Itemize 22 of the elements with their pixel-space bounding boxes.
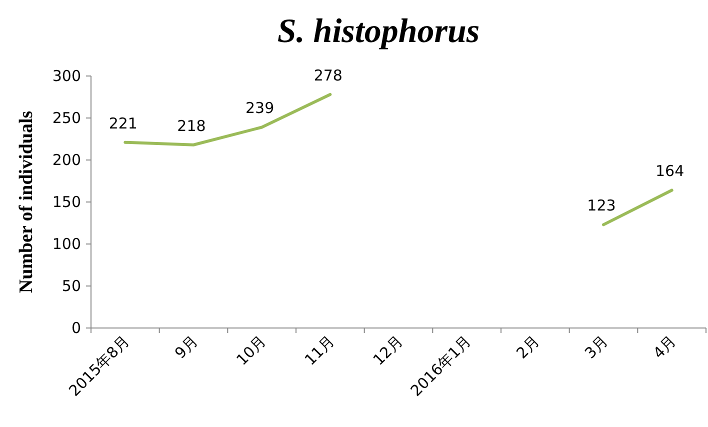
data-label: 218 (177, 116, 206, 135)
y-tick-label: 100 (52, 235, 81, 253)
y-tick-label: 150 (52, 193, 81, 211)
chart-title: S. histophorus (277, 13, 480, 50)
data-label: 164 (656, 162, 684, 180)
x-tick-label: 2月 (512, 332, 543, 362)
x-tick-label: 3月 (581, 332, 612, 362)
x-tick-label: 4月 (650, 332, 680, 362)
x-tick-label: 9月 (171, 332, 202, 362)
data-label: 123 (587, 196, 616, 215)
data-label: 278 (314, 66, 342, 84)
y-tick-label: 250 (52, 109, 81, 127)
y-tick-label: 0 (71, 319, 81, 337)
data-label: 239 (246, 99, 274, 118)
y-tick-label: 200 (52, 151, 81, 169)
x-tick-label: 10月 (232, 332, 270, 369)
x-tick-label: 12月 (369, 332, 406, 369)
y-tick-label: 300 (52, 67, 81, 85)
x-tick-label: 11月 (301, 332, 338, 369)
y-tick-label: 50 (62, 277, 81, 295)
data-label: 221 (108, 114, 138, 132)
y-axis-title: Number of individuals (16, 110, 37, 294)
